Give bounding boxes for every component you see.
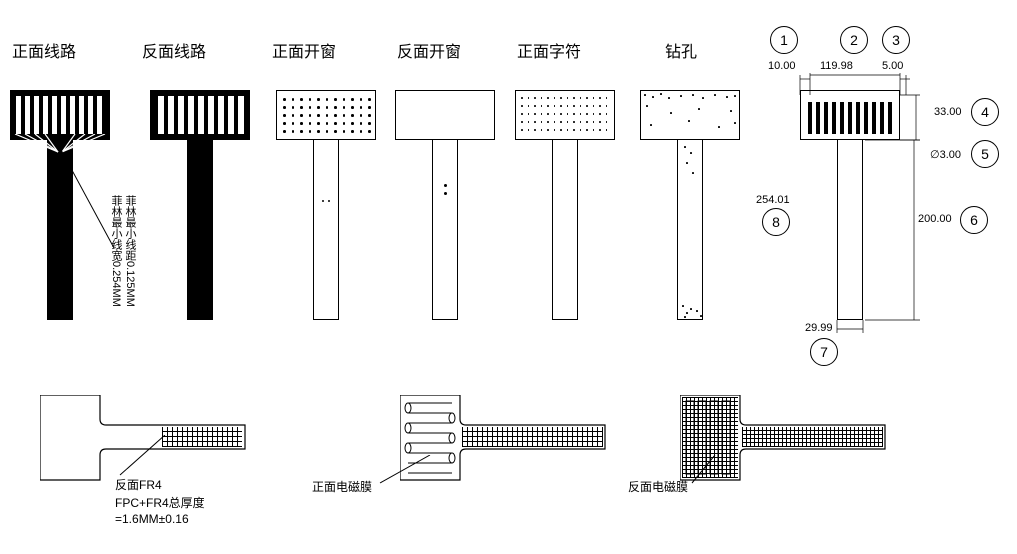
- label-back-circuit: 反面线路: [142, 38, 206, 62]
- back-emi-label: 反面电磁膜: [628, 478, 688, 495]
- label-front-window: 正面开窗: [272, 38, 336, 62]
- front-emi-label: 正面电磁膜: [312, 478, 372, 495]
- label-back-window: 反面开窗: [397, 38, 461, 62]
- part-back-window: [395, 90, 495, 320]
- dim-t6: 200.00: [918, 213, 952, 225]
- dim-c1: 1: [770, 26, 798, 54]
- thk2-label: =1.6MM±0.16: [115, 512, 189, 526]
- dim-c8: 8: [762, 208, 790, 236]
- dim-t7: 29.99: [805, 322, 833, 334]
- dim-c6: 6: [960, 206, 988, 234]
- thk1-label: FPC+FR4总厚度: [115, 494, 205, 511]
- part-back-circuit: [150, 90, 250, 320]
- dim-c7: 7: [810, 338, 838, 366]
- dim-t8: 254.01: [756, 194, 790, 206]
- dim-c3: 3: [882, 26, 910, 54]
- dim-t2: 119.98: [820, 60, 853, 72]
- fr4-label: 反面FR4: [115, 476, 162, 493]
- part-front-window: [276, 90, 376, 320]
- label-front-circuit: 正面线路: [12, 38, 76, 62]
- dim-c5: 5: [971, 140, 999, 168]
- part-dimension: [800, 90, 930, 320]
- label-front-silk: 正面字符: [517, 38, 581, 62]
- dim-t4: 33.00: [934, 106, 962, 118]
- dim-c4: 4: [971, 98, 999, 126]
- diagram-stage: 正面线路 反面线路 正面开窗 反面开窗 正面字符 钻孔 菲林最小线宽0.25: [0, 0, 1017, 554]
- dim-t3: 5.00: [882, 60, 903, 72]
- label-drill: 钻孔: [665, 38, 697, 62]
- dim-c2: 2: [840, 26, 868, 54]
- part-drill: [640, 90, 740, 320]
- part-front-silk: [515, 90, 615, 320]
- dim-t5: ∅3.00: [930, 148, 961, 161]
- dim-t1: 10.00: [768, 60, 796, 72]
- note-line-gap: 菲林最小线距0.125MM: [122, 195, 138, 307]
